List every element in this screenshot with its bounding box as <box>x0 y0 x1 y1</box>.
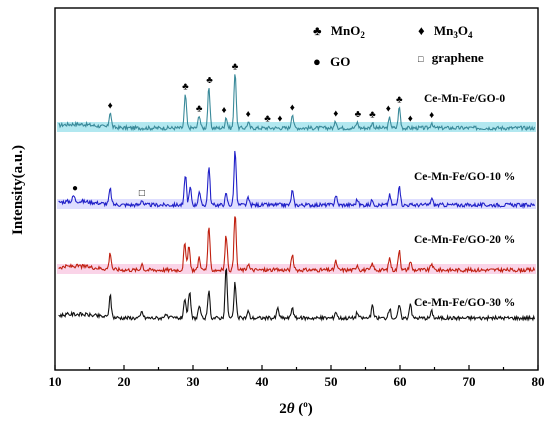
legend-symbol-2: ♦ <box>418 23 425 38</box>
x-tick-label: 20 <box>118 374 131 389</box>
peak-marker: ♦ <box>221 105 226 116</box>
series-line <box>58 216 536 274</box>
peak-marker: □ <box>139 188 145 199</box>
peak-marker: ♣ <box>182 82 189 93</box>
peak-marker: ♦ <box>386 104 391 115</box>
x-tick-label: 10 <box>49 374 62 389</box>
peak-marker: ♣ <box>206 75 213 86</box>
peak-marker: ● <box>72 183 78 194</box>
x-ticks: 10 20 30 40 50 60 70 80 <box>49 365 545 389</box>
x-tick-label: 60 <box>394 374 407 389</box>
series-bands <box>57 122 536 274</box>
peak-marker: ♣ <box>396 95 403 106</box>
legend-item-3: ● GO <box>313 54 350 69</box>
legend: ♣ MnO2 ♦ Mn3O4 ● GO □ graphene <box>313 23 484 69</box>
series-label: Ce-Mn-Fe/GO-20 % <box>414 234 515 246</box>
peak-marker: ♦ <box>333 108 338 119</box>
legend-item-2: ♦ Mn3O4 <box>418 23 473 40</box>
series-band <box>57 264 536 274</box>
legend-symbol-4: □ <box>418 54 424 64</box>
series-line <box>58 267 536 322</box>
peak-marker: ♣ <box>196 104 203 115</box>
series-line <box>58 150 535 210</box>
legend-item-1: ♣ MnO2 <box>313 23 365 40</box>
series-labels: Ce-Mn-Fe/GO-0 Ce-Mn-Fe/GO-10 % Ce-Mn-Fe/GO… <box>414 93 515 309</box>
legend-item-4: □ graphene <box>418 50 484 65</box>
legend-symbol-1: ♣ <box>313 23 322 38</box>
peak-marker: ♣ <box>355 109 362 120</box>
peak-marker: ♦ <box>277 114 282 125</box>
peak-marker: ♦ <box>246 109 251 120</box>
peak-marker: ♣ <box>369 110 376 121</box>
peak-marker: ♣ <box>264 113 271 124</box>
series-label: Ce-Mn-Fe/GO-10 % <box>414 171 515 183</box>
x-tick-label: 50 <box>325 374 338 389</box>
x-tick-label: 80 <box>532 374 545 389</box>
peak-marker: ♦ <box>429 110 434 121</box>
series-band <box>57 122 536 132</box>
x-tick-label: 30 <box>187 374 200 389</box>
peak-marker: ♦ <box>408 113 413 124</box>
legend-symbol-3: ● <box>313 54 321 69</box>
x-tick-label: 70 <box>463 374 476 389</box>
x-tick-label: 40 <box>256 374 269 389</box>
series-label: Ce-Mn-Fe/GO-0 <box>424 93 505 105</box>
peak-markers: ♦ ♣ ♣ ♣ ♦ ♣ ♦ ♣ ♦ ♦ ♦ ♣ ♣ ♦ ♣ ♦ ♦ ● □ <box>72 61 434 199</box>
y-axis-label: Intensity(a.u.) <box>10 145 26 235</box>
x-axis-label: 2θ (o) <box>279 399 313 417</box>
peak-marker: ♦ <box>108 101 113 112</box>
peak-marker: ♣ <box>232 61 239 72</box>
series-label: Ce-Mn-Fe/GO-30 % <box>414 297 515 309</box>
series-traces <box>58 74 536 322</box>
series-line <box>58 74 536 132</box>
peak-marker: ♦ <box>290 102 295 113</box>
